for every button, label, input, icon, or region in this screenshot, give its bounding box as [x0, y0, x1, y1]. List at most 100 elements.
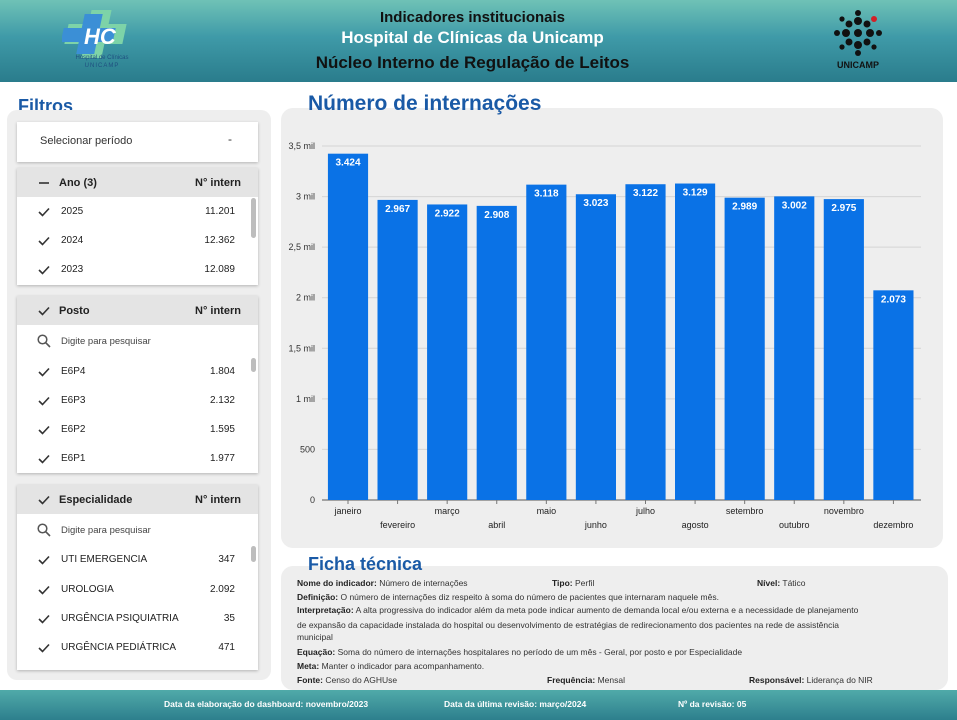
scrollbar[interactable]: [251, 198, 256, 238]
ficha-definicao: Definição: O número de internações diz r…: [297, 592, 719, 602]
filter-especialidade: Especialidade N° intern Digite para pesq…: [17, 485, 258, 670]
list-item-value: 347: [218, 554, 235, 565]
data-label: 2.967: [385, 204, 410, 215]
checkbox-checked-icon[interactable]: [37, 304, 51, 318]
x-tick-label: maio: [537, 506, 557, 516]
bar-junho[interactable]: [575, 194, 616, 500]
posto-search-input[interactable]: Digite para pesquisar: [17, 326, 258, 356]
ficha-interpretacao-2: de expansão da capacidade instalada do h…: [297, 620, 840, 630]
bar-agosto[interactable]: [675, 183, 716, 501]
data-label: 2.989: [732, 202, 757, 213]
checkbox-checked-icon[interactable]: [37, 583, 51, 597]
x-tick-label: setembro: [726, 506, 764, 516]
period-selector[interactable]: Selecionar período -: [17, 122, 258, 162]
list-item-value: 1.977: [209, 453, 235, 464]
bar-abril[interactable]: [476, 205, 517, 500]
ficha-nome: Nome do indicador: Número de internações: [297, 578, 468, 588]
footer-bar: Data da elaboração do dashboard: novembr…: [0, 690, 957, 720]
list-item[interactable]: 2023 12.089: [17, 255, 249, 284]
filter-posto-title: Posto: [59, 305, 90, 317]
scrollbar[interactable]: [251, 358, 256, 372]
bar-fevereiro[interactable]: [377, 199, 418, 500]
search-icon: [37, 523, 51, 537]
list-item[interactable]: E6P3 2.132: [17, 386, 249, 415]
list-item-label: UROLOGIA: [61, 584, 114, 595]
bar-janeiro[interactable]: [327, 153, 369, 500]
list-item-label: UTI EMERGENCIA: [61, 554, 148, 565]
filter-ano-title: Ano (3): [59, 177, 97, 189]
data-label: 2.908: [484, 210, 509, 221]
footer-revisao: Data da última revisão: março/2024: [444, 699, 587, 709]
list-item[interactable]: 2025 11.201: [17, 197, 249, 226]
list-item-label: E6P1: [61, 453, 86, 464]
bar-outubro[interactable]: [774, 196, 815, 500]
filter-ano-header: Ano (3) N° intern: [17, 168, 258, 197]
list-item-label: E6P4: [61, 366, 86, 377]
hc-logo-text: HC: [84, 24, 117, 49]
filter-especialidade-header: Especialidade N° intern: [17, 485, 258, 514]
search-placeholder: Digite para pesquisar: [61, 336, 151, 347]
list-item[interactable]: 2024 12.362: [17, 226, 249, 255]
list-item-value: 2.092: [209, 584, 235, 595]
dropdown-icon[interactable]: -: [228, 132, 232, 146]
checkbox-checked-icon[interactable]: [37, 612, 51, 626]
bar-setembro[interactable]: [724, 197, 765, 500]
list-item[interactable]: UTI EMERGENCIA 347: [17, 545, 249, 574]
data-label: 2.975: [831, 203, 856, 214]
list-item-label: 2023: [61, 264, 84, 275]
checkbox-checked-icon[interactable]: [37, 423, 51, 437]
ficha-interpretacao: Interpretação: A alta progressiva do ind…: [297, 605, 859, 615]
data-label: 2.073: [881, 294, 906, 305]
ficha-interpretacao-3: municipal: [297, 632, 333, 642]
list-item-label: 2024: [61, 235, 84, 246]
data-label: 2.922: [435, 208, 460, 219]
list-item-value: 35: [223, 613, 235, 624]
bar-dezembro[interactable]: [873, 290, 914, 500]
list-item-value: 11.201: [205, 206, 235, 217]
especialidade-search-input[interactable]: Digite para pesquisar: [17, 515, 258, 545]
list-item-label: E6P3: [61, 395, 86, 406]
y-tick-label: 3 mil: [296, 192, 315, 202]
collapse-dash-icon[interactable]: [37, 176, 51, 190]
list-item[interactable]: URGÊNCIA PEDIÁTRICA 471: [17, 633, 249, 662]
checkbox-checked-icon[interactable]: [37, 493, 51, 507]
bar-novembro[interactable]: [823, 199, 864, 500]
filter-posto: Posto N° intern Digite para pesquisar E6…: [17, 296, 258, 473]
unicamp-logo-icon: [834, 10, 882, 56]
bar-março[interactable]: [427, 204, 468, 500]
hc-logo-subtitle: Hospital de Clínicas: [75, 55, 129, 61]
checkbox-checked-icon[interactable]: [37, 205, 51, 219]
x-tick-label: novembro: [824, 506, 864, 516]
header-title-3: Núcleo Interno de Regulação de Leitos: [315, 53, 630, 72]
list-item[interactable]: E6P4 1.804: [17, 357, 249, 386]
checkbox-checked-icon[interactable]: [37, 365, 51, 379]
list-item[interactable]: URGÊNCIA PSIQUIATRIA 35: [17, 604, 249, 633]
checkbox-checked-icon[interactable]: [37, 234, 51, 248]
checkbox-checked-icon[interactable]: [37, 641, 51, 655]
list-item-label: E6P2: [61, 424, 86, 435]
checkbox-checked-icon[interactable]: [37, 394, 51, 408]
x-tick-label: janeiro: [333, 506, 361, 516]
checkbox-checked-icon[interactable]: [37, 263, 51, 277]
x-tick-label: junho: [584, 520, 607, 530]
bar-maio[interactable]: [526, 184, 567, 500]
scrollbar[interactable]: [251, 546, 256, 562]
hc-logo-subtitle-2: UNICAMP: [84, 63, 120, 69]
header-banner: HC Hospital de Clínicas UNICAMP Indicado…: [0, 0, 957, 82]
list-item[interactable]: E6P1 1.977: [17, 444, 249, 473]
list-item-value: 1.595: [209, 424, 235, 435]
checkbox-checked-icon[interactable]: [37, 553, 51, 567]
bar-julho[interactable]: [625, 184, 666, 500]
list-item[interactable]: E6P2 1.595: [17, 415, 249, 444]
ficha-responsavel: Responsável: Liderança do NIR: [749, 675, 873, 685]
ficha-panel: [281, 566, 948, 690]
search-icon: [37, 334, 51, 348]
list-item-value: 471: [218, 642, 235, 653]
checkbox-checked-icon[interactable]: [37, 452, 51, 466]
y-tick-label: 1,5 mil: [288, 343, 315, 353]
period-selector-label: Selecionar período: [40, 135, 133, 147]
x-tick-label: abril: [488, 520, 505, 530]
list-item-label: 2025: [61, 206, 84, 217]
list-item[interactable]: UROLOGIA 2.092: [17, 575, 249, 604]
